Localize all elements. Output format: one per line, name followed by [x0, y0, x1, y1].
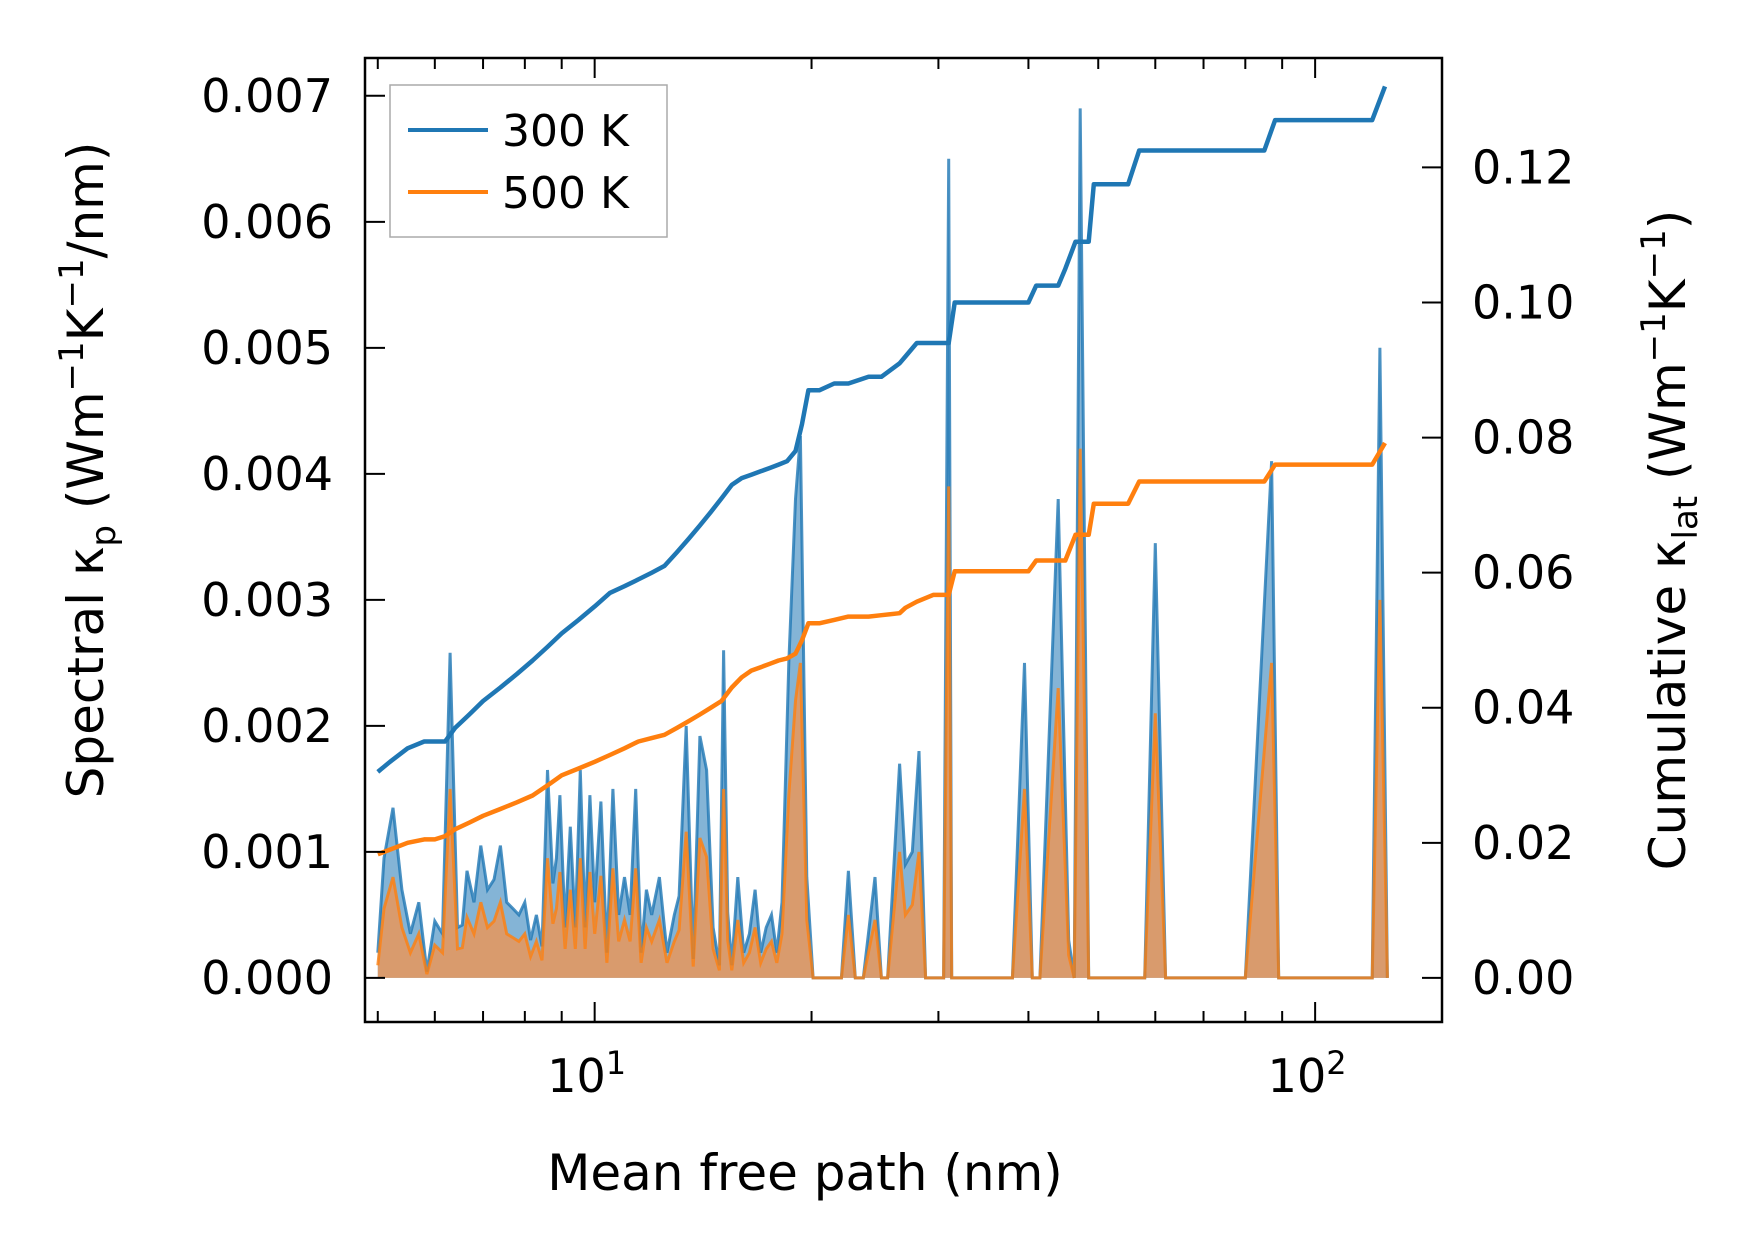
legend-label-500K: 500 K [502, 168, 630, 219]
legend: 300 K 500 K [389, 84, 668, 238]
y-left-tick-label: 0.007 [201, 69, 333, 123]
y-left-tick-label: 0.004 [201, 447, 333, 501]
y-right-axis-label: Cumulative κlat (Wm−1K−1) [1634, 210, 1706, 870]
cumulative-line-layer [376, 85, 1388, 857]
y-right-tick-label: 0.06 [1472, 546, 1574, 600]
spectral-300K-fill [377, 108, 1388, 978]
y-right-tick-label: 0.08 [1472, 411, 1574, 465]
y-left-tick-label: 0.006 [201, 195, 333, 249]
y-left-axis-label: Spectral κp (Wm−1K−1/nm) [52, 142, 124, 799]
y-left-tick-label: 0.005 [201, 321, 333, 375]
spectral-line-layer [376, 108, 1389, 980]
y-right-tick-label: 0.00 [1472, 951, 1574, 1005]
y-left-tick-label: 0.003 [201, 573, 333, 627]
x-tick-label: 101 [547, 1044, 626, 1103]
y-right-tick-label: 0.04 [1472, 681, 1574, 735]
cumulative-500K-line [376, 441, 1387, 857]
y-right-tick-label: 0.12 [1472, 140, 1574, 194]
cumulative-300K-line [376, 85, 1388, 774]
plot-frame [363, 56, 1444, 1024]
tick-layer [365, 58, 1442, 1022]
y-left-tick-label: 0.001 [201, 825, 333, 879]
legend-label-300K: 300 K [502, 106, 630, 157]
spectral-500K-fill [377, 448, 1388, 978]
y-left-tick-label: 0.000 [201, 951, 333, 1005]
spectral-fill-layer [377, 108, 1388, 978]
spectral-500K-line [376, 448, 1389, 980]
y-left-tick-label: 0.002 [201, 699, 333, 753]
y-right-tick-label: 0.10 [1472, 275, 1574, 329]
x-axis-label: Mean free path (nm) [547, 1144, 1063, 1202]
legend-box [389, 84, 668, 238]
y-right-tick-label: 0.02 [1472, 816, 1574, 870]
x-tick-label: 102 [1268, 1044, 1347, 1103]
spectral-300K-line [376, 108, 1389, 980]
